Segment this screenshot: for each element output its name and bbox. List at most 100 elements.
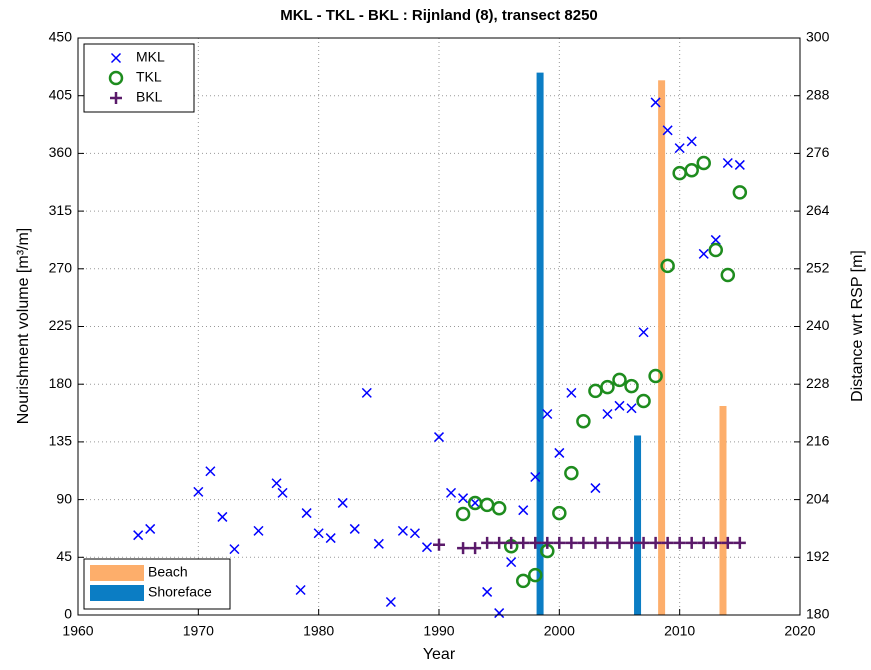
circle-marker xyxy=(588,383,603,399)
y2-tick-label: 192 xyxy=(806,548,830,564)
x-marker xyxy=(385,596,396,608)
y2-tick-label: 264 xyxy=(806,202,830,218)
x-marker xyxy=(614,400,625,411)
plus-marker xyxy=(589,536,602,549)
plus-marker xyxy=(553,536,566,549)
legend-label: BKL xyxy=(136,89,163,105)
plus-marker xyxy=(709,536,722,549)
y2-tick-label: 300 xyxy=(806,29,830,45)
y2-tick-label: 180 xyxy=(806,606,830,622)
y2-tick-label: 204 xyxy=(806,490,830,506)
legend-swatch xyxy=(90,565,144,581)
x-marker xyxy=(626,403,637,414)
plus-marker xyxy=(649,536,662,549)
bar xyxy=(719,405,727,615)
y-tick-label: 180 xyxy=(49,375,73,391)
plus-marker xyxy=(110,92,122,104)
x-marker xyxy=(409,528,420,539)
x-marker xyxy=(295,584,306,596)
y2-tick-label: 240 xyxy=(806,317,830,333)
x-tick-label: 1990 xyxy=(423,623,454,639)
x-marker xyxy=(554,447,565,458)
x-marker xyxy=(674,143,685,154)
x-marker xyxy=(446,487,457,498)
plus-marker xyxy=(673,536,686,549)
x-marker xyxy=(433,432,445,443)
x-marker xyxy=(277,487,288,498)
x-marker xyxy=(710,234,721,245)
x-marker xyxy=(349,523,360,534)
bar xyxy=(658,80,666,615)
circle-marker xyxy=(684,162,699,178)
x-axis-label: Year xyxy=(423,646,456,663)
x-marker xyxy=(638,327,649,338)
circle-marker xyxy=(696,155,711,171)
x-marker xyxy=(482,586,493,597)
x-marker xyxy=(397,525,408,536)
x-tick-label: 1960 xyxy=(62,623,93,639)
x-marker xyxy=(542,408,553,420)
x-marker xyxy=(271,478,282,489)
circle-marker xyxy=(708,242,724,258)
plus-marker xyxy=(433,538,445,551)
plus-marker xyxy=(697,536,710,549)
x-marker xyxy=(193,486,204,497)
y2-axis-label: Distance wrt RSP [m] xyxy=(849,250,866,402)
circle-marker xyxy=(515,573,531,589)
circle-marker xyxy=(564,465,579,481)
y-tick-label: 135 xyxy=(49,433,73,449)
x-marker xyxy=(686,136,697,147)
y-tick-label: 45 xyxy=(56,548,72,564)
x-marker xyxy=(662,125,673,136)
plus-marker xyxy=(457,542,470,555)
x-marker xyxy=(217,511,228,522)
circle-marker xyxy=(720,267,736,283)
y-tick-label: 405 xyxy=(49,86,73,102)
plus-marker xyxy=(565,536,578,549)
legend-label: Shoreface xyxy=(148,584,212,600)
x-marker xyxy=(494,608,505,619)
x-marker xyxy=(421,542,432,553)
x-marker xyxy=(470,497,481,508)
plus-marker xyxy=(601,536,614,549)
x-marker xyxy=(506,557,517,568)
bar-legend: Beach Shoreface xyxy=(83,558,231,610)
y-tick-label: 450 xyxy=(49,29,73,45)
plus-marker xyxy=(481,536,494,549)
plus-marker xyxy=(625,536,638,549)
y-axis-label: Nourishment volume [m³/m] xyxy=(15,228,32,425)
x-marker xyxy=(458,493,469,504)
circle-marker xyxy=(455,506,471,522)
x-marker xyxy=(229,544,240,555)
plus-marker xyxy=(733,536,746,549)
x-marker xyxy=(337,497,348,508)
circle-marker xyxy=(552,505,567,521)
circle-marker xyxy=(479,497,495,513)
circle-marker xyxy=(612,372,627,388)
x-marker xyxy=(518,505,529,516)
y-tick-label: 90 xyxy=(56,490,72,506)
x-tick-label: 1980 xyxy=(303,623,334,639)
circle-marker xyxy=(672,165,687,181)
x-tick-label: 2000 xyxy=(544,623,575,639)
x-marker xyxy=(133,530,144,541)
x-tick-label: 1970 xyxy=(183,623,214,639)
plus-marker xyxy=(493,536,506,549)
x-marker xyxy=(110,52,122,64)
x-marker xyxy=(145,523,156,534)
plus-marker xyxy=(529,536,542,549)
x-marker xyxy=(698,248,709,259)
x-marker xyxy=(253,525,264,536)
y2-tick-label: 288 xyxy=(806,86,830,102)
x-marker xyxy=(205,466,216,477)
circle-marker xyxy=(528,567,543,583)
plus-marker xyxy=(577,536,590,549)
bar xyxy=(536,72,544,616)
y-tick-label: 270 xyxy=(49,260,73,276)
circle-marker xyxy=(636,393,651,409)
y-tick-label: 0 xyxy=(64,606,72,622)
plus-marker xyxy=(637,536,650,549)
chart-title: MKL - TKL - BKL : Rijnland (8), transect… xyxy=(280,7,598,24)
x-marker xyxy=(722,157,733,169)
